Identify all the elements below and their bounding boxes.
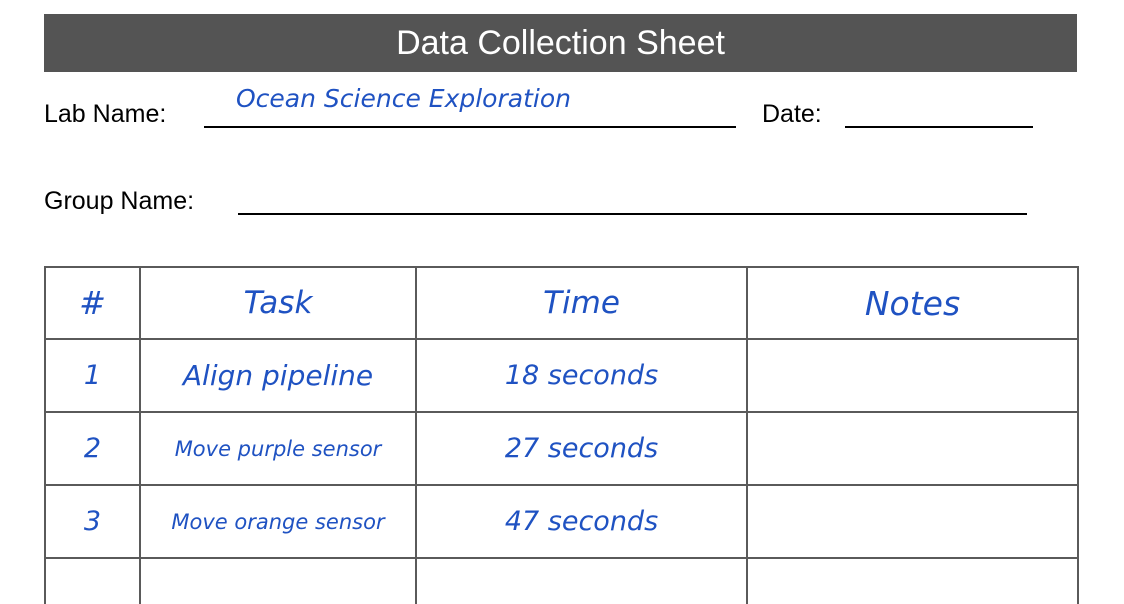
row-time-text: 47 seconds [504, 506, 659, 537]
lab-name-value[interactable]: Ocean Science Exploration [236, 84, 571, 113]
data-table: # Task Time Notes 1 Align pipeline 18 se… [44, 266, 1079, 604]
table-row-2-task[interactable]: Move purple sensor [141, 413, 415, 484]
table-row-3-notes[interactable] [748, 486, 1077, 557]
row-time-text: 18 seconds [504, 360, 659, 391]
header-time-text: Time [543, 285, 620, 321]
date-label: Date: [762, 100, 822, 128]
sheet-title: Data Collection Sheet [44, 14, 1077, 72]
table-row-4-time[interactable] [417, 559, 746, 604]
header-num-text: # [79, 284, 106, 322]
table-row-3-time[interactable]: 47 seconds [417, 486, 746, 557]
row-num-text: 3 [83, 506, 102, 537]
group-name-label: Group Name: [44, 187, 195, 215]
table-row-2-time[interactable]: 27 seconds [417, 413, 746, 484]
header-task-text: Task [243, 285, 313, 321]
header-time: Time [417, 268, 746, 338]
table-border-left [44, 266, 46, 604]
table-row-2-notes[interactable] [748, 413, 1077, 484]
table-col-divider [415, 266, 417, 604]
table-row-1-task[interactable]: Align pipeline [141, 340, 415, 411]
table-row-4-num[interactable] [46, 559, 139, 604]
table-row-divider [44, 411, 1079, 413]
table-row-2-num[interactable]: 2 [46, 413, 139, 484]
date-line [845, 126, 1033, 128]
header-notes: Notes [748, 268, 1077, 338]
row-num-text: 1 [83, 360, 102, 391]
row-task-text: Move orange sensor [171, 509, 385, 534]
table-row-3-num[interactable]: 3 [46, 486, 139, 557]
table-row-3-task[interactable]: Move orange sensor [141, 486, 415, 557]
table-border-right [1077, 266, 1079, 604]
table-row-4-task[interactable] [141, 559, 415, 604]
table-col-divider [746, 266, 748, 604]
table-row-4-notes[interactable] [748, 559, 1077, 604]
table-col-divider [139, 266, 141, 604]
table-border-top [44, 266, 1079, 268]
group-name-line [238, 213, 1027, 215]
table-row-1-notes[interactable] [748, 340, 1077, 411]
table-row-divider [44, 338, 1079, 340]
lab-name-label: Lab Name: [44, 100, 167, 128]
table-row-divider [44, 484, 1079, 486]
row-time-text: 27 seconds [504, 433, 659, 464]
row-task-text: Align pipeline [182, 359, 374, 392]
row-num-text: 2 [83, 433, 102, 464]
header-notes-text: Notes [864, 283, 961, 323]
table-row-divider [44, 557, 1079, 559]
header-num: # [46, 268, 139, 338]
table-row-1-num[interactable]: 1 [46, 340, 139, 411]
row-task-text: Move purple sensor [174, 436, 382, 461]
table-row-1-time[interactable]: 18 seconds [417, 340, 746, 411]
lab-name-line [204, 126, 736, 128]
header-task: Task [141, 268, 415, 338]
